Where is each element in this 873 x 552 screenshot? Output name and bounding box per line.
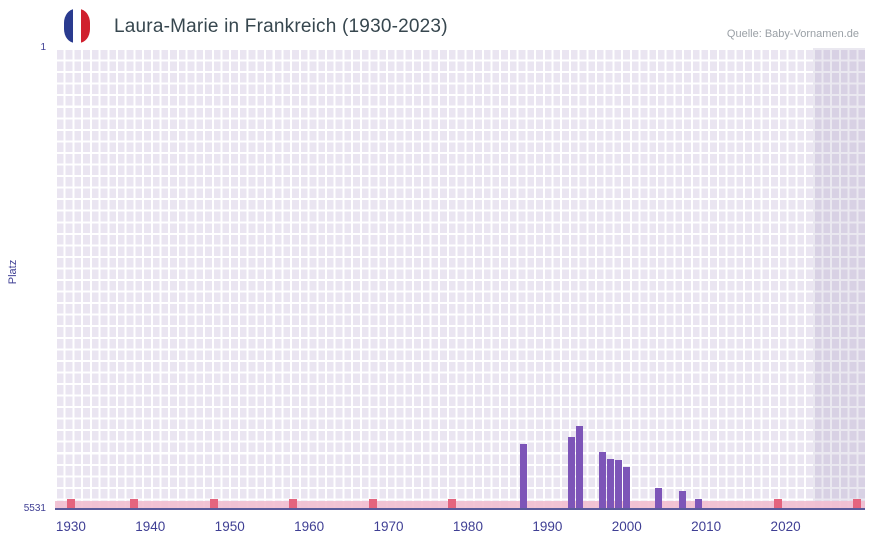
x-tick-label-2020: 2020 <box>770 519 801 534</box>
bar-1994[interactable] <box>575 426 583 508</box>
x-tick-label-1940: 1940 <box>135 519 166 534</box>
bar-1987[interactable] <box>520 443 528 508</box>
strip-mark-2029 <box>853 499 862 508</box>
x-tick-label-1980: 1980 <box>452 519 483 534</box>
x-tick-label-2000: 2000 <box>611 519 642 534</box>
y-axis-top-label: 1 <box>40 42 46 53</box>
future-shaded-band <box>813 48 865 508</box>
plot-area <box>55 48 865 510</box>
bar-1997[interactable] <box>599 452 607 508</box>
source-credit: Quelle: Baby-Vornamen.de <box>726 28 859 40</box>
y-axis-title: Platz <box>7 259 19 285</box>
baseline-strip <box>55 501 865 508</box>
x-tick-label-1950: 1950 <box>214 519 245 534</box>
chart-title: Laura-Marie in Frankreich (1930-2023) <box>114 16 448 37</box>
x-tick-label-1960: 1960 <box>294 519 325 534</box>
french-flag-icon <box>64 9 90 43</box>
x-tick-label-1930: 1930 <box>55 519 86 534</box>
bar-1998[interactable] <box>607 458 615 508</box>
french-flag-svg <box>64 9 90 43</box>
strip-mark-1948 <box>209 499 218 508</box>
bar-2000[interactable] <box>623 467 631 508</box>
bar-2007[interactable] <box>678 491 686 508</box>
bar-1993[interactable] <box>567 437 575 508</box>
strip-mark-1958 <box>289 499 298 508</box>
bar-2009[interactable] <box>694 498 702 508</box>
y-axis-bottom-label: 5531 <box>23 503 46 514</box>
x-tick-label-1990: 1990 <box>532 519 563 534</box>
x-tick-label-2010: 2010 <box>691 519 722 534</box>
strip-mark-1978 <box>448 499 457 508</box>
x-axis-labels: 1930 1940 1950 1960 1970 1980 1990 2000 2010 2020 <box>55 519 865 541</box>
bar-1999[interactable] <box>615 459 623 508</box>
strip-mark-2019 <box>773 499 782 508</box>
x-tick-label-1970: 1970 <box>373 519 404 534</box>
strip-mark-1930 <box>66 499 75 508</box>
bar-2004[interactable] <box>655 487 663 508</box>
strip-mark-1938 <box>130 499 139 508</box>
strip-mark-1968 <box>368 499 377 508</box>
